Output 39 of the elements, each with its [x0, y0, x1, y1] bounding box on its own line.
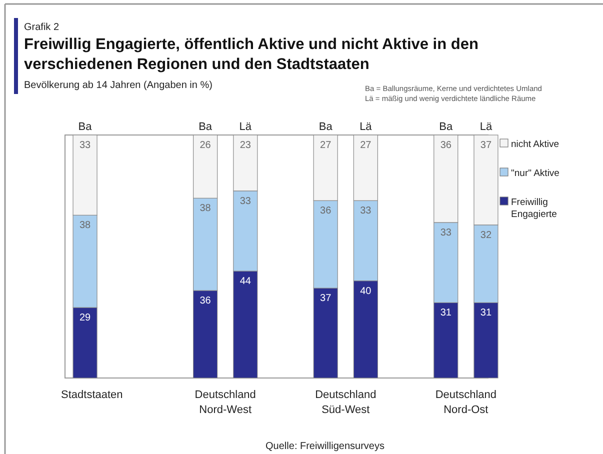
data-label: 37 [480, 140, 492, 151]
data-label: 33 [79, 140, 92, 151]
text: Deutschland Nord-West [194, 389, 256, 416]
data-label: 27 [320, 140, 332, 151]
data-label: 29 [79, 312, 92, 324]
x-tick-label: Lä [480, 121, 493, 133]
x-tick-label: Ba [439, 121, 454, 133]
series-label: nicht Aktive [511, 139, 560, 150]
data-label: 23 [240, 140, 252, 151]
x-tick-label: Ba [78, 121, 93, 133]
x-tick-label: Ba [198, 121, 213, 133]
x-tick-label: Ba [318, 121, 334, 133]
data-label: 36 [200, 296, 212, 307]
data-label: 33 [240, 196, 252, 207]
data-label: 38 [200, 203, 212, 214]
data-label: 37 [320, 293, 332, 304]
data-label: 31 [440, 308, 452, 319]
x-tick-label: Lä [360, 121, 373, 133]
data-label: 36 [440, 140, 452, 151]
data-label: 33 [440, 227, 452, 238]
data-label: 31 [480, 308, 492, 319]
data-label: 26 [200, 140, 212, 151]
data-label: 27 [360, 140, 372, 151]
chart-title: Freiwillig Engagierte, öffentlich Aktive und nicht Aktive in den verschiedenen Regionen und den Stadtstaaten [24, 36, 478, 73]
chart-subtitle: Bevölkerung ab 14 Jahren (Angaben in %) [24, 80, 212, 91]
legend-label: Freiwillig Engagierte [511, 197, 557, 220]
data-label: 33 [360, 206, 372, 217]
data-label: 36 [320, 206, 332, 217]
data-label: 44 [240, 276, 252, 288]
text: Deutschland Süd-West [315, 389, 376, 416]
text: Deutschland Nord-Ost [435, 389, 497, 416]
x-tick-label: Lä [239, 121, 252, 133]
text: Grafik 2 [24, 22, 60, 33]
data-label: 32 [480, 230, 492, 241]
source-note: Quelle: Freiwilligensurveys [266, 441, 384, 452]
legend-label: "nur" Aktive [511, 168, 560, 179]
data-label: 38 [79, 220, 92, 232]
text: Stadtstaaten [61, 389, 123, 401]
data-label: 40 [360, 286, 372, 297]
